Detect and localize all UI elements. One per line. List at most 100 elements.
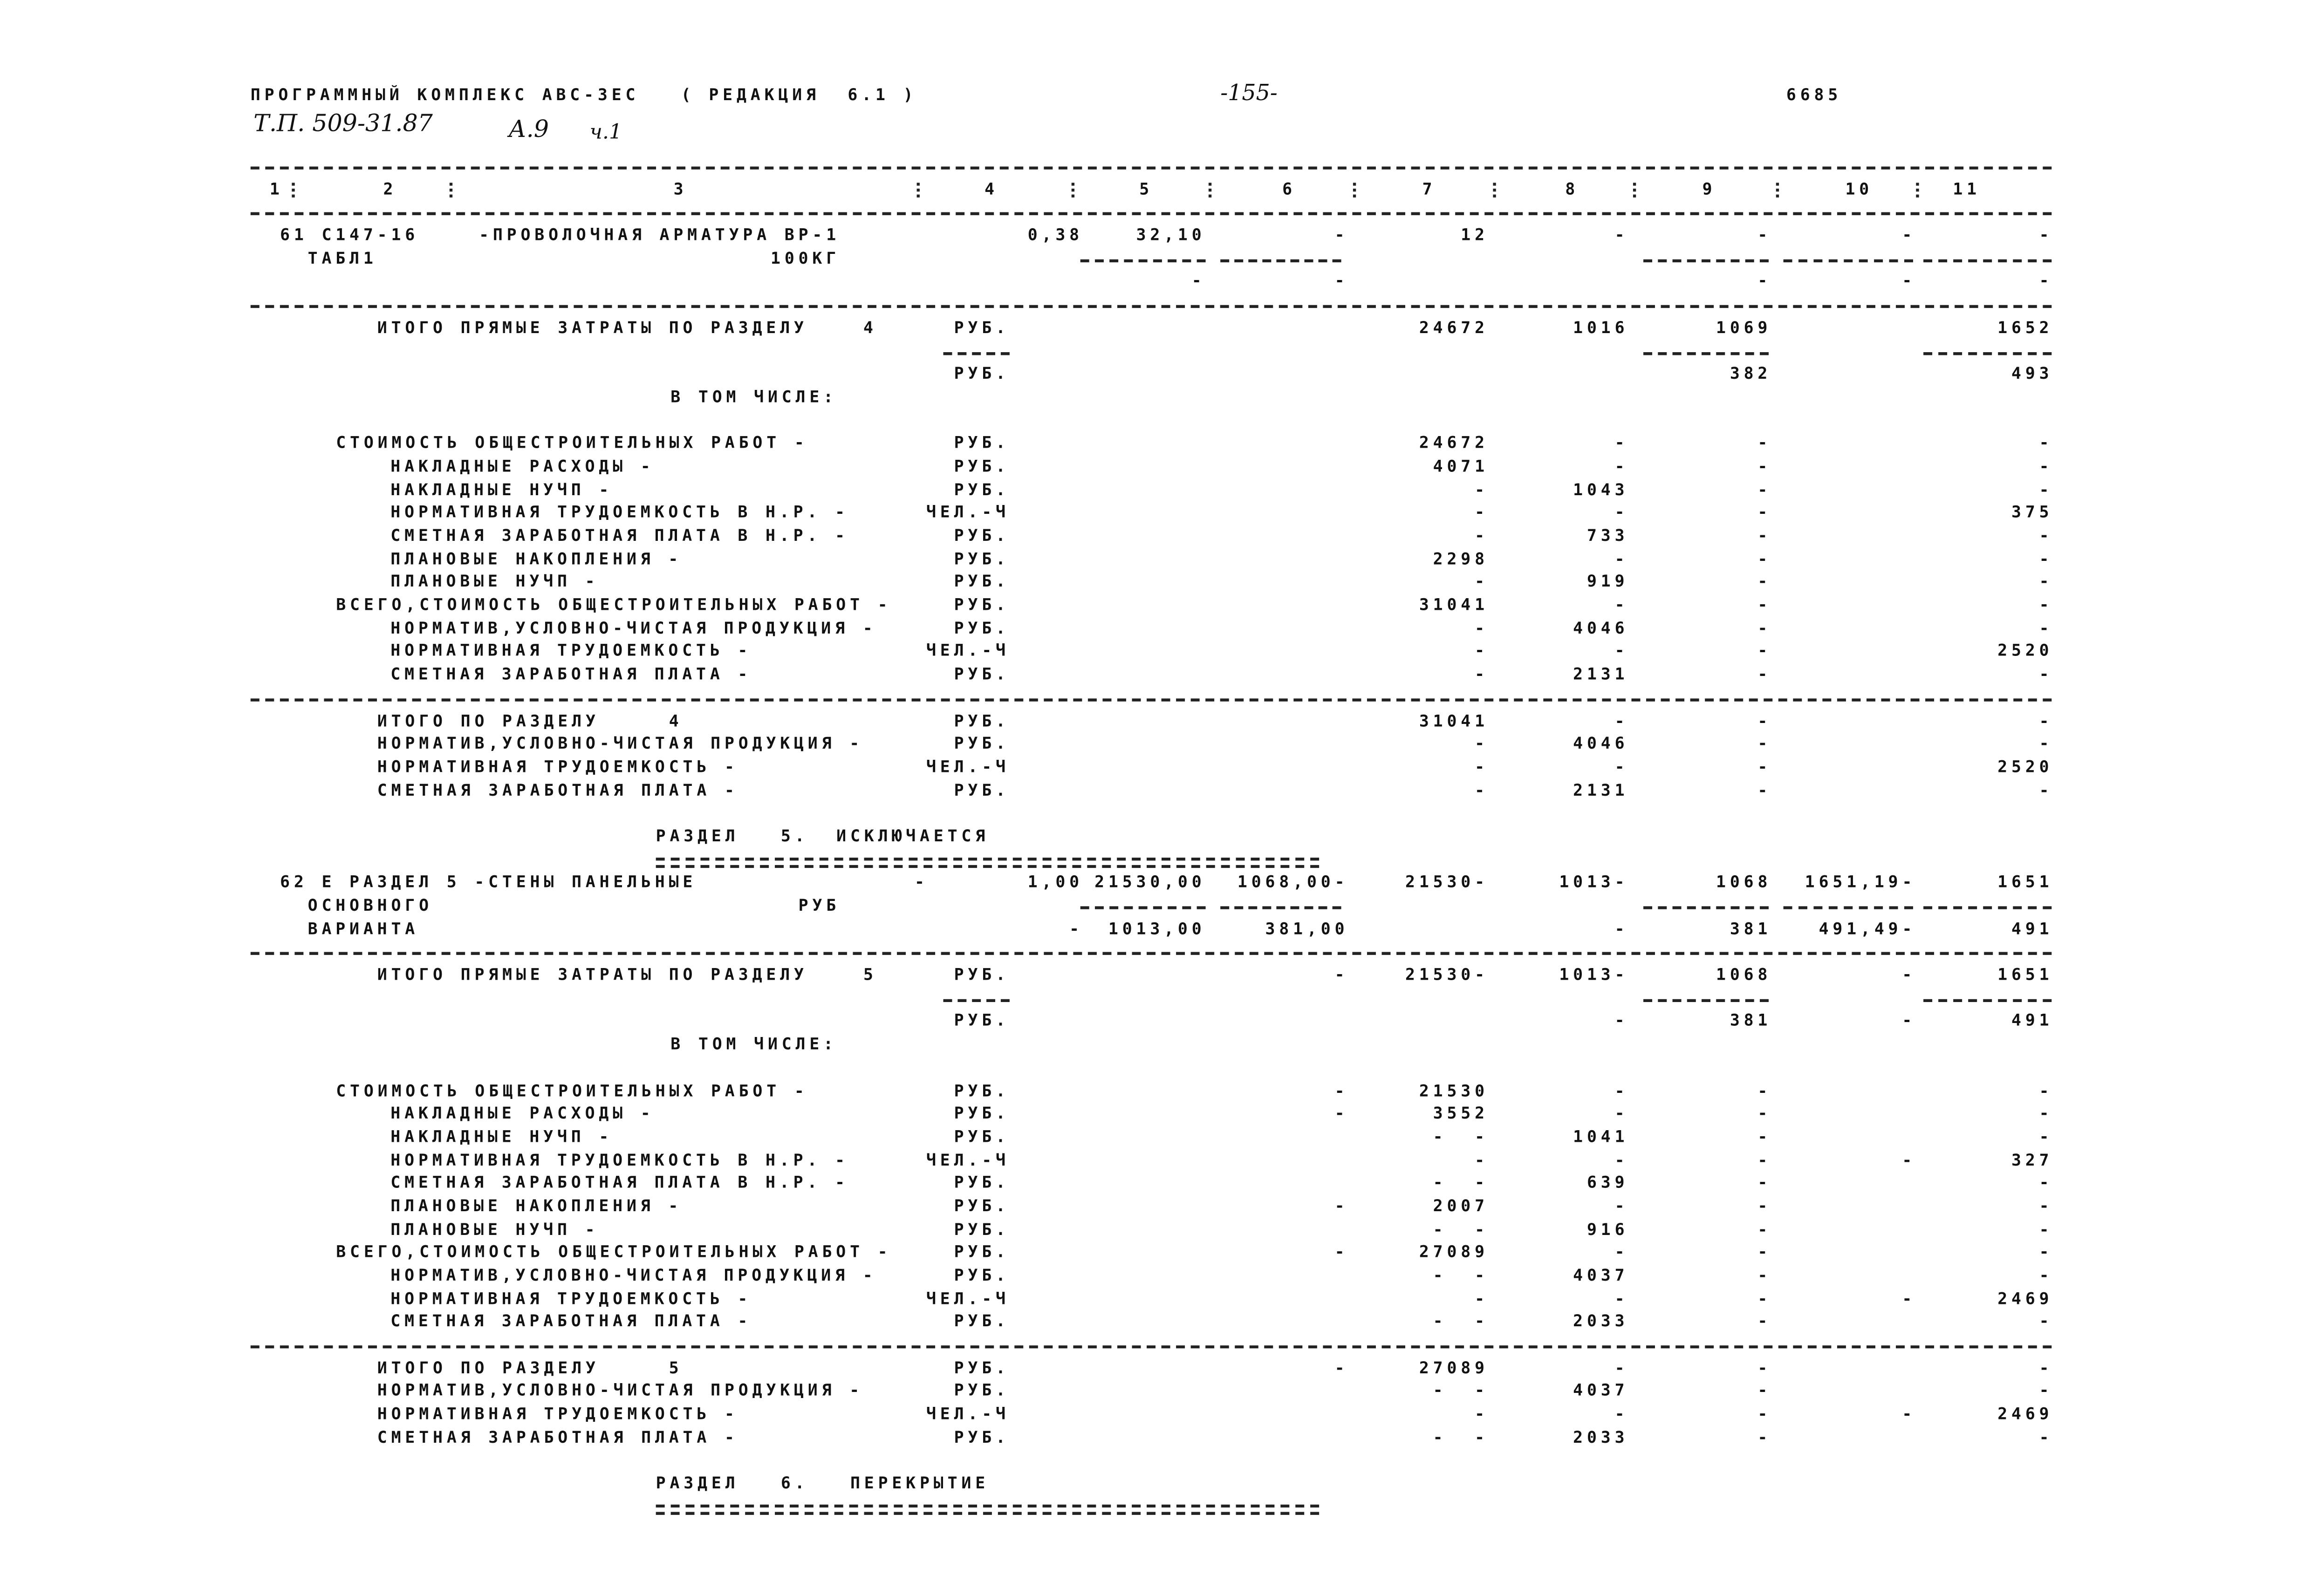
cell-col-8: 2033 <box>1573 1312 1629 1331</box>
unit: РУБ. <box>954 1381 1010 1401</box>
item-unit: 100КГ <box>771 248 841 268</box>
cell-col-7: 27089 <box>1419 1358 1489 1378</box>
cell-col-9: - <box>1757 641 1772 661</box>
cell-col-7: 21530- <box>1405 965 1489 985</box>
unit: ЧЕЛ.-Ч <box>926 1405 1010 1424</box>
cell-col-10: - <box>1902 1011 1916 1031</box>
unit: РУБ. <box>954 734 1010 754</box>
subtotal-rule <box>1643 259 1769 262</box>
cell-col-8: - <box>1614 1289 1629 1309</box>
table-row: НОРМАТИВ,УСЛОВНО-ЧИСТАЯ ПРОДУКЦИЯ - РУБ. -… <box>0 734 2311 757</box>
cell-col-11: 2469 <box>1997 1289 2053 1309</box>
row-label: СМЕТНАЯ ЗАРАБОТНАЯ ПЛАТА - <box>390 665 752 684</box>
cell-col-11: 493 <box>2011 364 2053 384</box>
unit: ЧЕЛ.-Ч <box>926 641 1010 661</box>
cell-col-9: - <box>1757 503 1772 522</box>
cell-col-9: - <box>1757 1266 1772 1285</box>
cell-col-8: 4037 <box>1573 1266 1629 1285</box>
cell-col-11: - <box>2039 618 2053 638</box>
row-label: ПЛАНОВЫЕ НАКОПЛЕНИЯ - <box>390 549 683 569</box>
table-row <box>0 1451 2311 1474</box>
row-label: НОРМАТИВНАЯ ТРУДОЕМКОСТЬ - <box>377 1405 738 1424</box>
cell-col-11: - <box>2039 595 2053 615</box>
cell-col-11: 375 <box>2011 503 2053 522</box>
table-row: НОРМАТИВ,УСЛОВНО-ЧИСТАЯ ПРОДУКЦИЯ - РУБ. -… <box>0 619 2311 642</box>
cell-col-11: 491 <box>2011 919 2053 939</box>
cell-col-8: - <box>1614 919 1629 939</box>
row-label: НОРМАТИВНАЯ ТРУДОЕМКОСТЬ В Н.Р. - <box>390 1150 849 1170</box>
cell-col-6: - <box>1334 1104 1349 1124</box>
cell-col-6: - <box>1334 225 1349 245</box>
column-number: 2 <box>383 179 397 199</box>
cell-col-11: - <box>2039 480 2053 499</box>
separator-row <box>0 1335 2311 1358</box>
unit: РУБ. <box>954 1127 1010 1146</box>
column-separator <box>292 182 295 197</box>
cell-col-7: - - <box>1433 1266 1489 1285</box>
cell-col-11: 1651 <box>1997 965 2053 985</box>
unit: РУБ. <box>954 1220 1010 1239</box>
handwritten-project-number: Т.П. 509-31.87 <box>253 109 433 137</box>
cell-col-7: - <box>1475 641 1489 661</box>
separator-row <box>0 203 2311 226</box>
unit: РУБ. <box>954 1196 1010 1216</box>
table-row: НОРМАТИВНАЯ ТРУДОЕМКОСТЬ - ЧЕЛ.-Ч - - - - 2469 <box>0 1289 2311 1312</box>
double-underline <box>656 857 1320 867</box>
cell-col-9: - <box>1757 1312 1772 1331</box>
row-label: НОРМАТИВ,УСЛОВНО-ЧИСТАЯ ПРОДУКЦИЯ - <box>377 1381 864 1401</box>
separator-row <box>0 942 2311 966</box>
unit: РУБ. <box>954 1173 1010 1193</box>
cell-col-11: 491 <box>2011 1011 2053 1031</box>
cell-col-9: - <box>1757 1150 1772 1170</box>
subtotal-rule <box>1643 351 1769 355</box>
cell-col-9: - <box>1757 1127 1772 1146</box>
cell-col-7: - <box>1475 480 1489 499</box>
table-row: РУБ. 382 493 <box>0 364 2311 388</box>
cell-col-7: - - <box>1433 1312 1489 1331</box>
cell-col-11: 327 <box>2011 1150 2053 1170</box>
cell-col-9: - <box>1757 549 1772 569</box>
row-label: НОРМАТИВ,УСЛОВНО-ЧИСТАЯ ПРОДУКЦИЯ - <box>377 734 864 754</box>
cell-col-7: 2298 <box>1433 549 1489 569</box>
column-separator <box>1633 182 1636 197</box>
subtotal-rule <box>943 351 1010 355</box>
unit: РУБ. <box>954 1312 1010 1331</box>
double-underline <box>656 1504 1320 1515</box>
cell-col-7: - <box>1475 618 1489 638</box>
cell-col-10: - <box>1902 272 1916 291</box>
cell-col-9: - <box>1757 1358 1772 1378</box>
unit: РУБ. <box>954 1242 1010 1262</box>
cell-col-7: - <box>1475 1289 1489 1309</box>
unit: ЧЕЛ.-Ч <box>926 1289 1010 1309</box>
separator-row <box>0 295 2311 318</box>
cell-col-11: - <box>2039 225 2053 245</box>
cell-col-8: 733 <box>1586 526 1629 546</box>
row-label: НОРМАТИВНАЯ ТРУДОЕМКОСТЬ - <box>390 1289 752 1309</box>
column-separator <box>916 182 920 197</box>
table-row: РАЗДЕЛ 5. ИСКЛЮЧАЕТСЯ <box>0 826 2311 850</box>
subtotal-rule <box>1643 906 1769 909</box>
unit: РУБ. <box>954 318 1010 337</box>
subtotal-rule <box>1220 906 1341 909</box>
cell-col-5: 21530,00 <box>1094 873 1206 892</box>
column-number: 6 <box>1282 179 1296 199</box>
table-row: ПЛАНОВЫЕ НАКОПЛЕНИЯ - РУБ. - 2007 - - - <box>0 1196 2311 1220</box>
document-code: 6685 <box>1786 85 1842 105</box>
cell-col-9: - <box>1757 757 1772 777</box>
cell-col-9: - <box>1757 572 1772 592</box>
cell-col-8: - <box>1614 1011 1629 1031</box>
cell-col-10: 491,49- <box>1819 919 1916 939</box>
table-row: ----- <box>0 272 2311 295</box>
cell-col-8: 2131 <box>1573 780 1629 800</box>
cell-col-8: 916 <box>1586 1220 1629 1239</box>
subtotal-rule <box>943 998 1010 1002</box>
cell-col-10: - <box>1902 1150 1916 1170</box>
row-label: НОРМАТИВНАЯ ТРУДОЕМКОСТЬ - <box>377 757 738 777</box>
cell-col-9: - <box>1757 272 1772 291</box>
row-label: СМЕТНАЯ ЗАРАБОТНАЯ ПЛАТА - <box>390 1312 752 1331</box>
subtotal-rule <box>1220 259 1341 262</box>
table-row: РУБ. - 381 - 491 <box>0 1011 2311 1035</box>
subtotal-rule <box>1923 351 2052 355</box>
cell-col-9: - <box>1757 618 1772 638</box>
